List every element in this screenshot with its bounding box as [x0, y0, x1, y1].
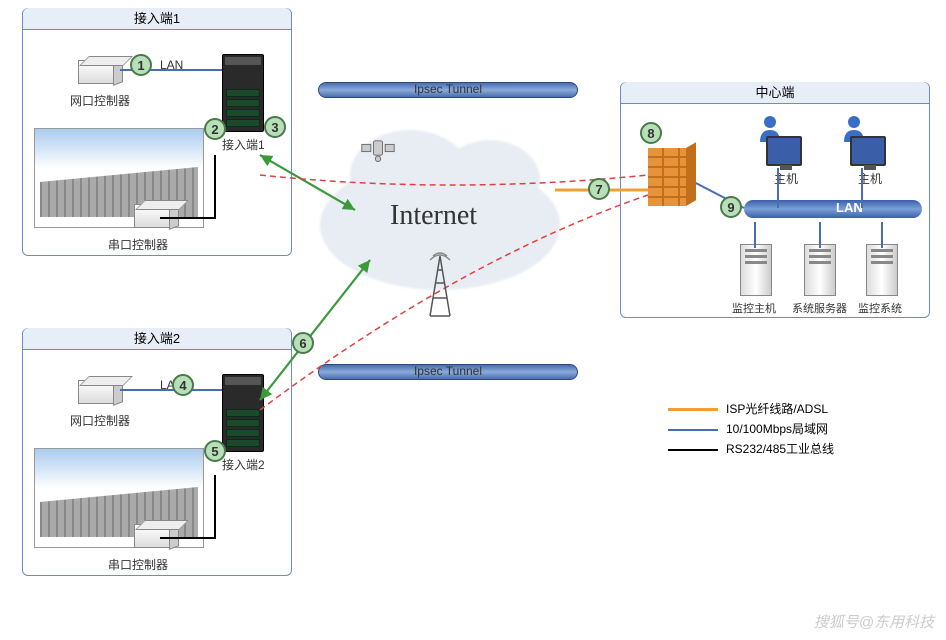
- router-1: [222, 54, 264, 132]
- antenna-icon: [425, 248, 455, 318]
- center-title: 中心端: [621, 82, 929, 104]
- badge-7: 7: [588, 178, 610, 200]
- server2-label: 系统服务器: [792, 300, 847, 316]
- server1-label: 监控主机: [732, 300, 776, 316]
- serial-controller-1: [134, 204, 172, 228]
- host2-label: 主机: [858, 170, 882, 187]
- serial-controller-2: [134, 524, 172, 548]
- router-2: [222, 374, 264, 452]
- lan-pipe: [744, 200, 922, 218]
- watermark: 搜狐号@东用科技: [814, 611, 934, 632]
- net-controller-2: [78, 380, 116, 404]
- ipsec-tunnel-1: Ipsec Tunnel: [318, 82, 578, 98]
- legend-rs-label: RS232/485工业总线: [726, 442, 834, 456]
- badge-1: 1: [130, 54, 152, 76]
- access2-title: 接入端2: [23, 328, 291, 350]
- monitor-1: [766, 136, 802, 166]
- legend-lan-label: 10/100Mbps局域网: [726, 422, 828, 436]
- host1-label: 主机: [774, 170, 798, 187]
- badge-3: 3: [264, 116, 286, 138]
- net-ctrl-label-2: 网口控制器: [70, 412, 130, 429]
- serial-ctrl-label-1: 串口控制器: [108, 236, 168, 253]
- net-controller-1: [78, 60, 116, 84]
- serial-ctrl-label-2: 串口控制器: [108, 556, 168, 573]
- access1-title: 接入端1: [23, 8, 291, 30]
- lan-label-1: LAN: [160, 58, 183, 72]
- monitor-2: [850, 136, 886, 166]
- legend-lan: 10/100Mbps局域网: [668, 420, 828, 437]
- satellite-icon: [360, 130, 396, 166]
- server3-label: 监控系统: [858, 300, 902, 316]
- server-1: [740, 244, 772, 296]
- badge-9: 9: [720, 196, 742, 218]
- tunnel1-label: Ipsec Tunnel: [319, 82, 577, 96]
- net-ctrl-label-1: 网口控制器: [70, 92, 130, 109]
- badge-6: 6: [292, 332, 314, 354]
- legend-rs: RS232/485工业总线: [668, 440, 834, 457]
- badge-2: 2: [204, 118, 226, 140]
- lan-pipe-label: LAN: [836, 200, 863, 215]
- router-label-2: 接入端2: [222, 456, 265, 473]
- server-2: [804, 244, 836, 296]
- badge-4: 4: [172, 374, 194, 396]
- tunnel2-label: Ipsec Tunnel: [319, 364, 577, 378]
- firewall-icon: [648, 148, 686, 206]
- badge-8: 8: [640, 122, 662, 144]
- legend-isp: ISP光纤线路/ADSL: [668, 400, 828, 417]
- internet-label: Internet: [390, 200, 477, 232]
- legend-isp-label: ISP光纤线路/ADSL: [726, 402, 828, 416]
- ipsec-tunnel-2: Ipsec Tunnel: [318, 364, 578, 380]
- badge-5: 5: [204, 440, 226, 462]
- router-label-1: 接入端1: [222, 136, 265, 153]
- server-3: [866, 244, 898, 296]
